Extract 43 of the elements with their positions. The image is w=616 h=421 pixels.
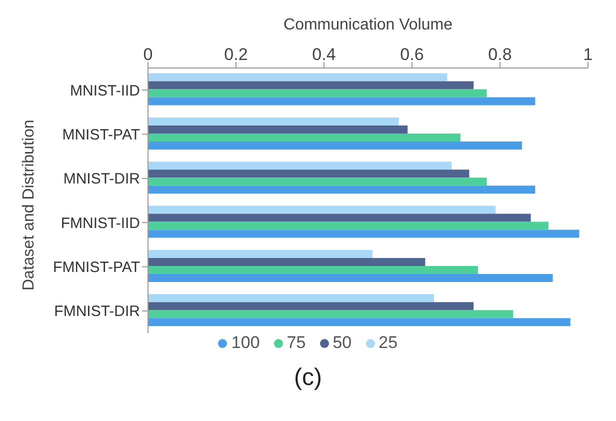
bar bbox=[148, 274, 553, 282]
y-tick-label: MNIST-PAT bbox=[62, 126, 140, 144]
x-axis-title: Communication Volume bbox=[284, 16, 453, 34]
bar bbox=[148, 230, 580, 238]
bar bbox=[148, 250, 372, 258]
y-tick-label: MNIST-DIR bbox=[63, 170, 140, 188]
bar bbox=[148, 310, 514, 318]
bar bbox=[148, 178, 487, 186]
bar bbox=[148, 258, 426, 266]
x-tick-label: 0.4 bbox=[312, 45, 336, 64]
bar bbox=[148, 73, 448, 82]
x-tick-label: 0.8 bbox=[488, 45, 512, 64]
y-tick-label: FMNIST-PAT bbox=[53, 259, 140, 276]
legend-label: 50 bbox=[332, 333, 352, 353]
bar bbox=[148, 294, 434, 302]
y-tick-label: MNIST-IID bbox=[70, 82, 140, 100]
bar bbox=[148, 170, 470, 178]
bar bbox=[148, 125, 408, 134]
bar bbox=[148, 266, 478, 274]
bar bbox=[148, 97, 536, 106]
x-tick-label: 0.2 bbox=[224, 45, 248, 64]
legend-label: 100 bbox=[231, 333, 260, 353]
bar bbox=[148, 214, 531, 222]
y-tick-label: FMNIST-DIR bbox=[54, 303, 140, 320]
text: (c) bbox=[293, 364, 323, 392]
x-tick-label: 0.6 bbox=[400, 45, 424, 64]
bar bbox=[148, 222, 548, 230]
legend-label: 25 bbox=[378, 333, 398, 353]
x-tick-label: 1 bbox=[583, 45, 593, 64]
y-axis-title: Dataset and Distribution bbox=[20, 120, 38, 290]
y-tick-label: FMNIST-IID bbox=[60, 214, 140, 232]
x-tick-label: 0 bbox=[143, 45, 153, 64]
bar bbox=[148, 318, 570, 326]
bar bbox=[148, 117, 399, 126]
bar bbox=[148, 186, 536, 194]
bar bbox=[148, 302, 474, 310]
bar bbox=[148, 89, 487, 98]
bar bbox=[148, 81, 474, 90]
bar bbox=[148, 206, 496, 214]
bar bbox=[148, 162, 452, 170]
legend-label: 75 bbox=[286, 333, 306, 353]
bar bbox=[148, 133, 460, 142]
bar bbox=[148, 141, 522, 150]
